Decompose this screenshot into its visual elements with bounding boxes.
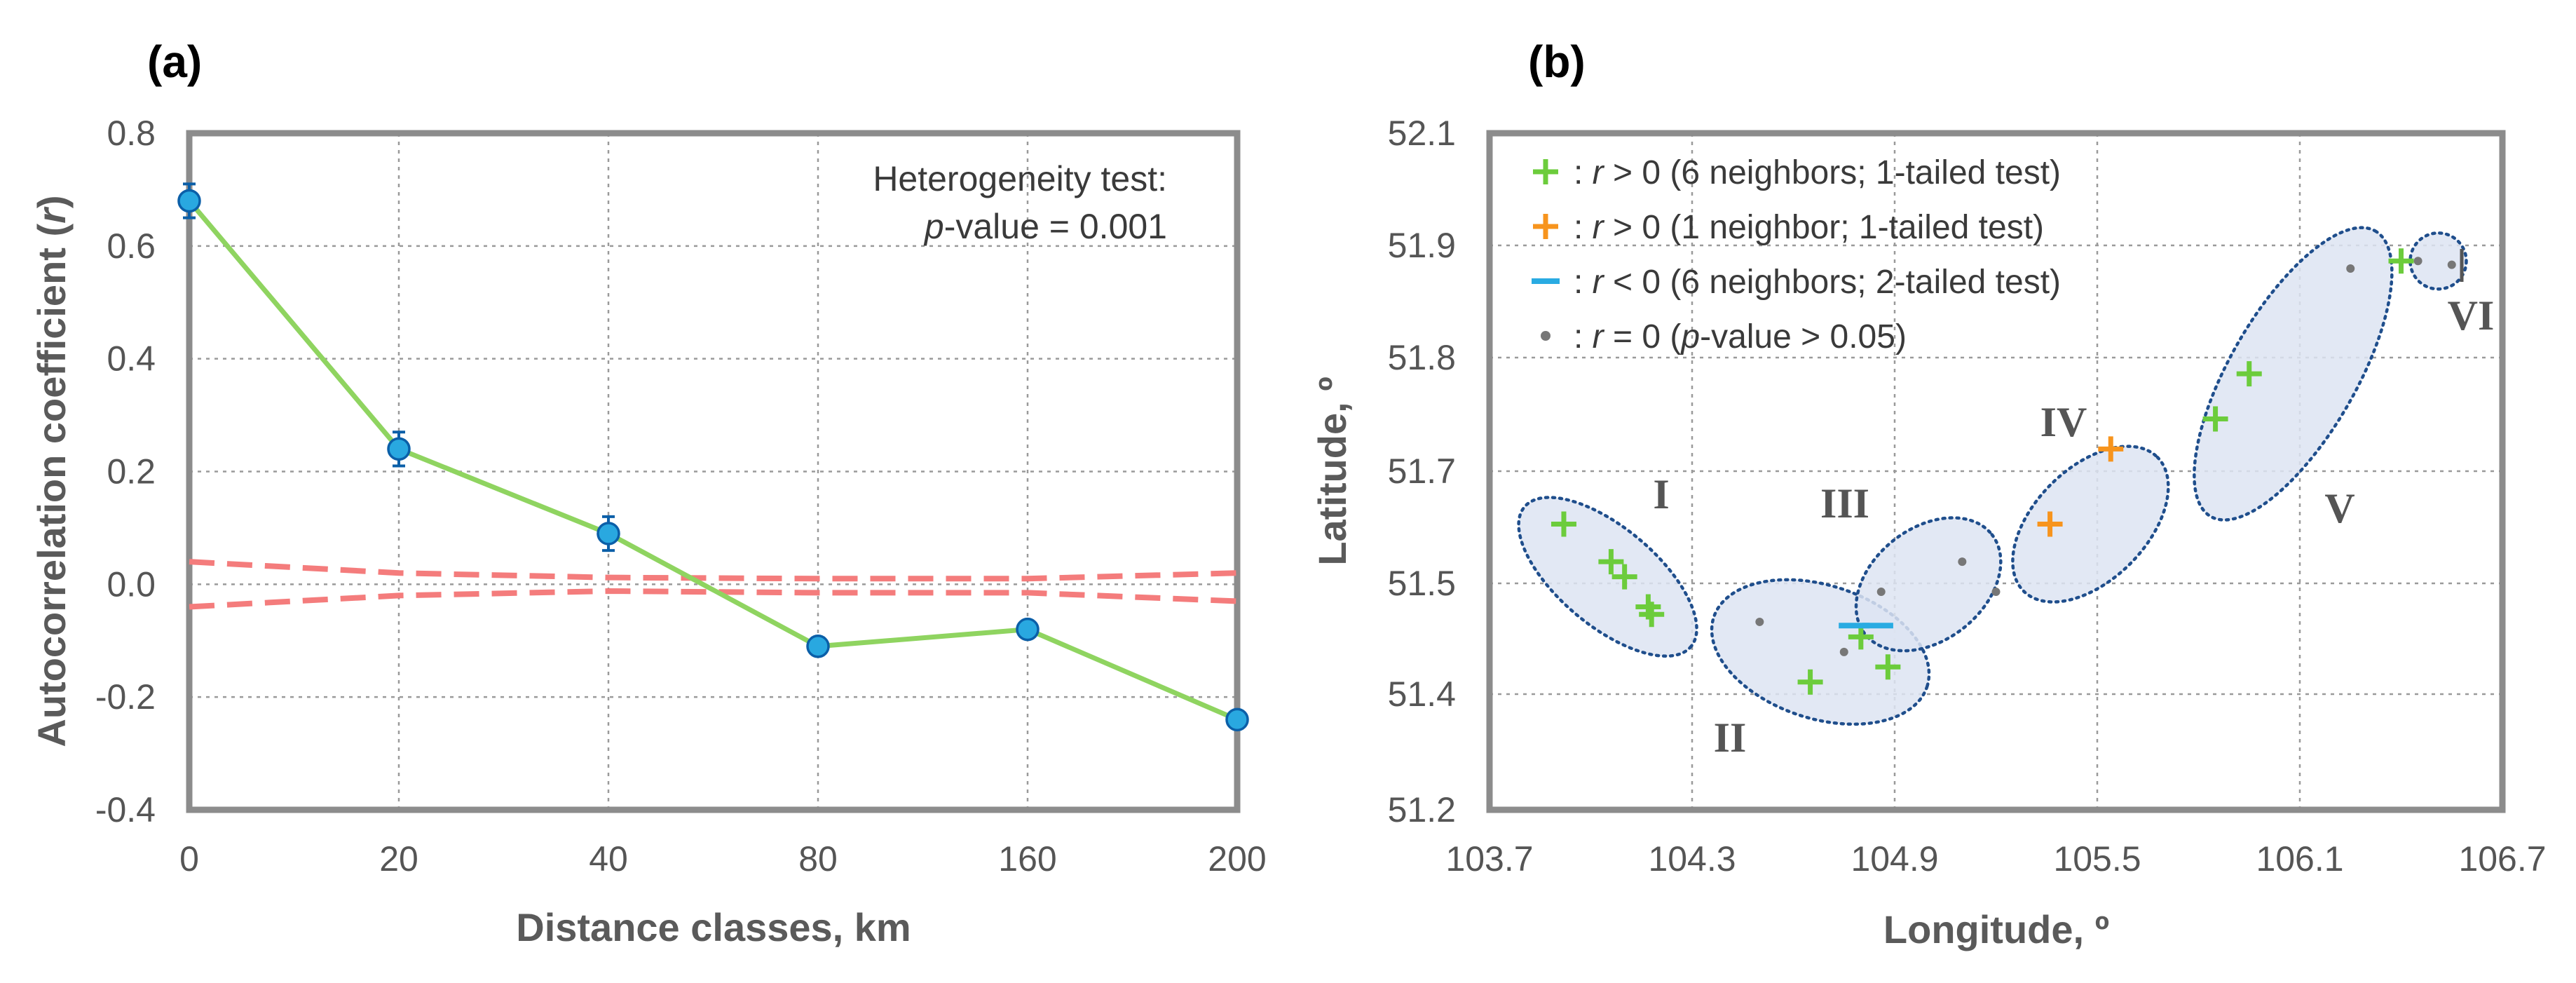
- panel-b-legend: : r > 0 (6 neighbors; 1-tailed test): r …: [1532, 154, 2061, 355]
- x-tick-label: 80: [798, 839, 838, 879]
- legend-desc: > 0 (6 neighbors; 1-tailed test): [1604, 154, 2061, 191]
- panel-b-x-axis-title: Longitude, º: [1883, 907, 2109, 951]
- heterogeneity-pvalue: p-value = 0.001: [923, 207, 1167, 246]
- panel-a-label: (a): [147, 36, 202, 87]
- y-tick-label: 0.6: [107, 226, 156, 266]
- cluster-VI: [2408, 231, 2468, 291]
- legend-var: r: [1593, 154, 1605, 191]
- panel-b-label: (b): [1528, 36, 1586, 87]
- legend-text: : r > 0 (6 neighbors; 1-tailed test): [1574, 154, 2061, 191]
- y-tick-label: 0.0: [107, 564, 156, 604]
- y-title-var: r: [29, 206, 74, 224]
- data-point: [177, 189, 201, 213]
- cluster-label-V: V: [2324, 485, 2354, 531]
- point-zero: [1991, 588, 2001, 597]
- y-tick-label: 0.2: [107, 452, 156, 492]
- legend-desc: = 0 (: [1604, 318, 1682, 355]
- y-title-prefix: Autocorrelation coefficient (: [29, 224, 74, 747]
- cluster-IV: [2011, 445, 2170, 604]
- y-tick-label: 0.4: [107, 339, 156, 379]
- y-tick-label: 51.4: [1388, 674, 1456, 714]
- data-point: [1016, 617, 1040, 642]
- panel-b-y-axis-title: Latitude, º: [1310, 377, 1354, 565]
- y-tick-label: 51.5: [1388, 564, 1456, 603]
- panel-a-significance-bounds: [189, 559, 1238, 610]
- panel-b-points: [1551, 248, 2456, 695]
- pvalue-text: -value = 0.001: [944, 207, 1167, 246]
- panel-b-x-tick-labels: 103.7 104.3 104.9 105.5 106.1 106.7: [1445, 839, 2546, 879]
- y-title-suffix: ): [29, 195, 74, 208]
- autocorrelation-line: [187, 199, 1239, 722]
- legend-text: : r = 0 (p-value > 0.05): [1574, 318, 1907, 355]
- heterogeneity-label: Heterogeneity test:: [873, 159, 1167, 198]
- lower-bound-line: [189, 588, 1238, 610]
- data-point: [806, 635, 830, 658]
- legend-text: : r < 0 (6 neighbors; 2-tailed test): [1574, 264, 2061, 301]
- x-tick-label: 104.3: [1648, 839, 1736, 879]
- legend-desc: > 0 (1 neighbor; 1-tailed test): [1604, 209, 2044, 246]
- panel-b-y-tick-labels: 52.1 51.9 51.8 51.7 51.5 51.4 51.2: [1388, 114, 1456, 829]
- legend-text: : r > 0 (1 neighbor; 1-tailed test): [1574, 209, 2044, 246]
- pvalue-var: p: [923, 207, 944, 246]
- cluster-label-II: II: [1714, 714, 1747, 761]
- legend-var: r: [1593, 318, 1605, 355]
- y-tick-label: 52.1: [1388, 114, 1456, 153]
- panel-a-grid: [189, 133, 1237, 810]
- y-tick-label: 51.9: [1388, 226, 1456, 265]
- data-point: [387, 437, 411, 461]
- x-tick-label: 0: [179, 839, 199, 879]
- cluster-I: [1517, 496, 1698, 658]
- y-tick-label: 51.8: [1388, 338, 1456, 377]
- x-tick-label: 106.7: [2458, 839, 2546, 879]
- x-tick-label: 20: [379, 839, 418, 879]
- point-zero: [1755, 617, 1764, 626]
- upper-bound-line: [189, 559, 1238, 582]
- y-tick-label: 0.8: [107, 114, 156, 153]
- point-zero: [2447, 260, 2456, 269]
- data-point: [597, 522, 620, 545]
- cluster-III: [1854, 516, 2003, 653]
- x-tick-label: 160: [998, 839, 1056, 879]
- cluster-label-VI: VI: [2448, 292, 2495, 339]
- legend-var2: p: [1679, 318, 1700, 355]
- legend-prefix: :: [1574, 318, 1593, 355]
- panel-b-frame: [1486, 130, 2506, 813]
- legend-prefix: :: [1574, 209, 1593, 246]
- y-tick-label: -0.4: [95, 790, 156, 829]
- legend-desc: < 0 (6 neighbors; 2-tailed test): [1604, 264, 2061, 301]
- point-zero: [1839, 647, 1848, 656]
- cluster-label-I: I: [1653, 471, 1669, 517]
- x-tick-label: 106.1: [2256, 839, 2343, 879]
- x-tick-label: 104.9: [1851, 839, 1938, 879]
- panel-a-x-tick-labels: 0 20 40 80 160 200: [179, 839, 1267, 879]
- x-tick-label: 103.7: [1445, 839, 1533, 879]
- data-point: [1225, 707, 1249, 732]
- panel-a-y-axis-title: Autocorrelation coefficient (r): [29, 195, 74, 747]
- legend-prefix: :: [1574, 264, 1593, 301]
- point-zero: [2413, 257, 2422, 266]
- point-zero: [1958, 557, 1967, 567]
- cluster-label-IV: IV: [2040, 399, 2087, 445]
- x-tick-label: 40: [589, 839, 628, 879]
- legend-symbol: [1541, 331, 1551, 341]
- cluster-label-III: III: [1820, 480, 1869, 527]
- x-tick-label: 105.5: [2053, 839, 2141, 879]
- x-tick-label: 200: [1208, 839, 1266, 879]
- point-zero: [2346, 264, 2355, 273]
- point-zero: [1876, 588, 1886, 597]
- legend-prefix: :: [1574, 154, 1593, 191]
- panel-a-x-axis-title: Distance classes, km: [516, 905, 911, 949]
- panel-a-frame: [186, 130, 1241, 813]
- y-tick-label: 51.7: [1388, 452, 1456, 491]
- panel-a-y-tick-labels: 0.8 0.6 0.4 0.2 0.0 -0.2 -0.4: [95, 114, 156, 829]
- y-tick-label: 51.2: [1388, 790, 1456, 829]
- legend-desc2: -value > 0.05): [1700, 318, 1907, 355]
- legend-var: r: [1593, 264, 1605, 301]
- legend-var: r: [1593, 209, 1605, 246]
- cluster-V: [2193, 226, 2394, 522]
- y-tick-label: -0.2: [95, 677, 156, 717]
- panel-a-series: [177, 182, 1249, 732]
